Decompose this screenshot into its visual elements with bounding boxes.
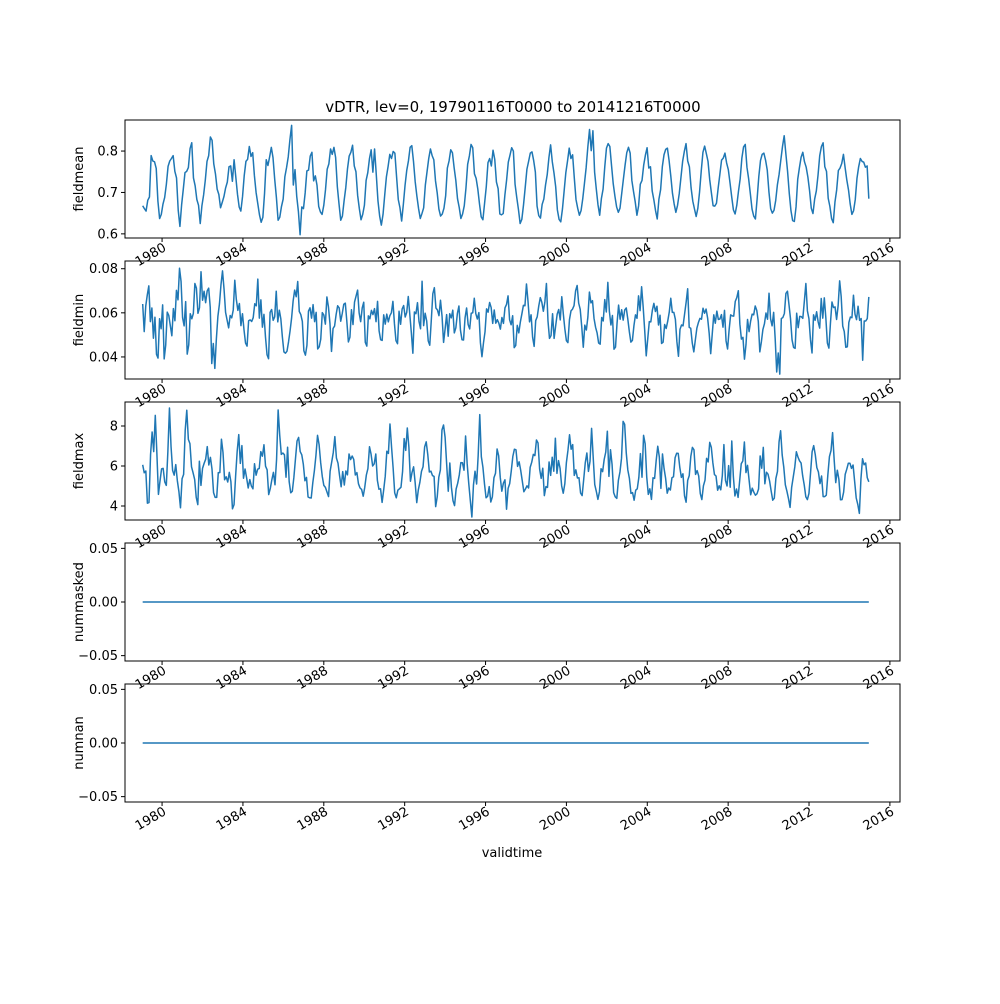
x-tick-label-numnan: 1984 bbox=[214, 804, 250, 834]
x-tick-label-fieldmean: 1980 bbox=[133, 240, 169, 270]
x-tick-label-numnan: 2016 bbox=[861, 804, 897, 834]
x-tick-label-nummasked: 1996 bbox=[456, 663, 492, 693]
x-tick-label-fieldmax: 1984 bbox=[214, 522, 250, 552]
x-tick-label-fieldmin: 1980 bbox=[133, 381, 169, 411]
y-axis-label-numnan: numnan bbox=[72, 716, 87, 770]
y-tick-label-fieldmax: 6 bbox=[110, 460, 118, 475]
y-axis-label-nummasked: nummasked bbox=[72, 562, 87, 642]
x-tick-label-fieldmean: 1984 bbox=[214, 240, 250, 270]
x-tick-label-nummasked: 2000 bbox=[537, 663, 573, 693]
x-tick-label-fieldmax: 2004 bbox=[618, 522, 654, 552]
y-tick-label-nummasked: 0.00 bbox=[89, 596, 118, 611]
x-tick-label-fieldmean: 2012 bbox=[780, 240, 816, 270]
y-tick-label-nummasked: 0.05 bbox=[89, 542, 118, 557]
panel-fieldmax: 4 6 8 fieldmax 1980 1984 1988 1992 1996 2000 2004 2… bbox=[72, 401, 901, 552]
x-tick-label-fieldmin: 1996 bbox=[456, 381, 492, 411]
x-tick-label-fieldmean: 2004 bbox=[618, 240, 654, 270]
x-tick-label-numnan: 2004 bbox=[618, 804, 654, 834]
y-tick-label-fieldmean: 0.7 bbox=[97, 186, 118, 201]
y-tick-label-numnan: −0.05 bbox=[78, 790, 118, 805]
y-tick-label-numnan: 0.00 bbox=[89, 737, 118, 752]
y-tick-label-numnan: 0.05 bbox=[89, 683, 118, 698]
x-tick-label-nummasked: 2004 bbox=[618, 663, 654, 693]
x-axis-label: validtime bbox=[482, 846, 543, 861]
axes-frame-fieldmax bbox=[124, 401, 901, 521]
x-tick-label-nummasked: 1988 bbox=[295, 663, 331, 693]
y-axis-label-fieldmin: fieldmin bbox=[72, 294, 87, 347]
x-tick-label-nummasked: 1992 bbox=[376, 663, 412, 693]
x-tick-label-fieldmean: 2016 bbox=[861, 240, 897, 270]
x-tick-label-fieldmax: 2008 bbox=[699, 522, 735, 552]
x-tick-label-fieldmax: 2012 bbox=[780, 522, 816, 552]
x-tick-label-numnan: 1996 bbox=[456, 804, 492, 834]
x-tick-label-numnan: 2008 bbox=[699, 804, 735, 834]
x-tick-label-nummasked: 2012 bbox=[780, 663, 816, 693]
x-tick-label-numnan: 2000 bbox=[537, 804, 573, 834]
series-line-fieldmax bbox=[141, 407, 870, 518]
y-tick-label-fieldmean: 0.8 bbox=[97, 145, 118, 160]
x-tick-label-numnan: 1980 bbox=[133, 804, 169, 834]
x-tick-label-fieldmin: 2012 bbox=[780, 381, 816, 411]
y-tick-label-fieldmin: 0.08 bbox=[89, 262, 118, 277]
panel-numnan: −0.05 0.00 0.05 numnan 1980 1984 1988 1992 1996 2… bbox=[72, 683, 901, 834]
x-tick-label-fieldmax: 1980 bbox=[133, 522, 169, 552]
series-line-fieldmean bbox=[142, 124, 870, 236]
y-tick-label-fieldmin: 0.06 bbox=[89, 306, 118, 321]
x-tick-label-fieldmin: 1988 bbox=[295, 381, 331, 411]
x-tick-label-numnan: 2012 bbox=[780, 804, 816, 834]
x-tick-label-fieldmax: 1992 bbox=[376, 522, 412, 552]
y-axis-label-fieldmean: fieldmean bbox=[72, 147, 87, 212]
x-tick-label-fieldmean: 2000 bbox=[537, 240, 573, 270]
x-tick-label-fieldmax: 1996 bbox=[456, 522, 492, 552]
axes-frame-fieldmin bbox=[124, 260, 901, 380]
x-tick-label-fieldmin: 2004 bbox=[618, 381, 654, 411]
x-tick-label-fieldmin: 1984 bbox=[214, 381, 250, 411]
series-line-fieldmin bbox=[141, 267, 870, 375]
y-tick-label-fieldmax: 4 bbox=[110, 500, 118, 515]
y-tick-label-nummasked: −0.05 bbox=[78, 649, 118, 664]
x-tick-label-fieldmean: 2008 bbox=[699, 240, 735, 270]
x-tick-label-nummasked: 1980 bbox=[133, 663, 169, 693]
panel-fieldmean: 0.6 0.7 0.8 fieldmean 1980 1984 1988 1992 1996 20… bbox=[72, 119, 901, 270]
x-tick-label-fieldmax: 2016 bbox=[861, 522, 897, 552]
y-tick-label-fieldmin: 0.04 bbox=[89, 350, 118, 365]
x-tick-label-fieldmin: 1992 bbox=[376, 381, 412, 411]
x-tick-label-fieldmean: 1992 bbox=[376, 240, 412, 270]
x-tick-label-fieldmin: 2016 bbox=[861, 381, 897, 411]
x-tick-label-fieldmax: 2000 bbox=[537, 522, 573, 552]
x-tick-label-fieldmin: 2008 bbox=[699, 381, 735, 411]
x-tick-label-nummasked: 2008 bbox=[699, 663, 735, 693]
panel-fieldmin: 0.04 0.06 0.08 fieldmin 1980 1984 1988 1992 1996… bbox=[72, 260, 901, 411]
x-tick-label-numnan: 1988 bbox=[295, 804, 331, 834]
y-axis-label-fieldmax: fieldmax bbox=[72, 433, 87, 490]
y-tick-label-fieldmean: 0.6 bbox=[97, 227, 118, 242]
x-tick-label-nummasked: 2016 bbox=[861, 663, 897, 693]
x-tick-label-fieldmax: 1988 bbox=[295, 522, 331, 552]
x-tick-label-nummasked: 1984 bbox=[214, 663, 250, 693]
chart-title: vDTR, lev=0, 19790116T0000 to 20141216T0… bbox=[325, 98, 700, 116]
x-tick-label-fieldmean: 1988 bbox=[295, 240, 331, 270]
x-tick-label-fieldmean: 1996 bbox=[456, 240, 492, 270]
y-tick-label-fieldmax: 8 bbox=[110, 420, 118, 435]
axes-frame-fieldmean bbox=[124, 119, 901, 239]
x-tick-label-numnan: 1992 bbox=[376, 804, 412, 834]
x-tick-label-fieldmin: 2000 bbox=[537, 381, 573, 411]
